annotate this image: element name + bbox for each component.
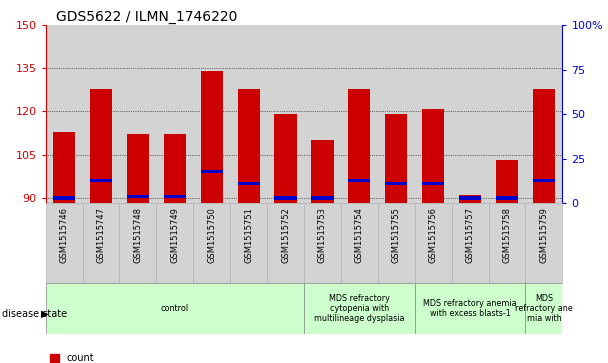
FancyBboxPatch shape (83, 203, 119, 283)
Bar (267, 25, 304, 203)
Bar (459, 195, 481, 203)
Bar (533, 89, 555, 203)
Text: GSM1515754: GSM1515754 (355, 207, 364, 263)
Bar (164, 195, 186, 198)
Bar (311, 140, 334, 203)
Bar (348, 179, 370, 182)
FancyBboxPatch shape (415, 203, 452, 283)
FancyBboxPatch shape (46, 203, 83, 283)
FancyBboxPatch shape (525, 283, 562, 334)
Bar (274, 114, 297, 203)
Text: GSM1515748: GSM1515748 (133, 207, 142, 263)
Bar (230, 25, 267, 203)
FancyBboxPatch shape (378, 203, 415, 283)
Bar (385, 182, 407, 185)
Text: control: control (161, 304, 189, 313)
Text: GSM1515750: GSM1515750 (207, 207, 216, 263)
FancyBboxPatch shape (304, 283, 415, 334)
Bar (525, 25, 562, 203)
Bar (164, 134, 186, 203)
Bar (422, 182, 444, 185)
Bar (127, 195, 149, 198)
FancyBboxPatch shape (156, 203, 193, 283)
Text: MDS
refractory ane
mia with: MDS refractory ane mia with (515, 294, 573, 323)
Bar (238, 182, 260, 185)
Text: GSM1515747: GSM1515747 (97, 207, 105, 263)
Text: MDS refractory
cytopenia with
multilineage dysplasia: MDS refractory cytopenia with multilinea… (314, 294, 404, 323)
Bar (90, 179, 112, 182)
Bar (53, 196, 75, 200)
Bar (496, 196, 518, 200)
Text: GDS5622 / ILMN_1746220: GDS5622 / ILMN_1746220 (56, 11, 237, 24)
Legend: count, percentile rank within the sample: count, percentile rank within the sample (50, 353, 232, 363)
Bar (496, 160, 518, 203)
Bar (127, 134, 149, 203)
Bar (415, 25, 452, 203)
Bar (533, 179, 555, 182)
Bar (459, 196, 481, 200)
Text: GSM1515751: GSM1515751 (244, 207, 253, 263)
Text: ▶: ▶ (41, 309, 49, 319)
Bar (348, 89, 370, 203)
FancyBboxPatch shape (193, 203, 230, 283)
Text: disease state: disease state (2, 309, 67, 319)
FancyBboxPatch shape (415, 283, 525, 334)
Text: GSM1515757: GSM1515757 (466, 207, 475, 263)
Text: GSM1515746: GSM1515746 (60, 207, 69, 263)
Text: GSM1515758: GSM1515758 (503, 207, 511, 263)
FancyBboxPatch shape (341, 203, 378, 283)
Bar (341, 25, 378, 203)
FancyBboxPatch shape (267, 203, 304, 283)
Bar (201, 71, 223, 203)
FancyBboxPatch shape (119, 203, 156, 283)
Bar (452, 25, 489, 203)
Bar (378, 25, 415, 203)
Bar (53, 131, 75, 203)
Bar (46, 25, 83, 203)
FancyBboxPatch shape (230, 203, 267, 283)
Text: GSM1515759: GSM1515759 (539, 207, 548, 263)
FancyBboxPatch shape (489, 203, 525, 283)
Bar (385, 114, 407, 203)
Bar (83, 25, 119, 203)
Bar (274, 196, 297, 200)
Text: MDS refractory anemia
with excess blasts-1: MDS refractory anemia with excess blasts… (423, 299, 517, 318)
Text: GSM1515755: GSM1515755 (392, 207, 401, 263)
FancyBboxPatch shape (304, 203, 341, 283)
Text: GSM1515756: GSM1515756 (429, 207, 438, 263)
Text: GSM1515752: GSM1515752 (281, 207, 290, 263)
FancyBboxPatch shape (46, 283, 304, 334)
Text: GSM1515753: GSM1515753 (318, 207, 327, 263)
Bar (422, 109, 444, 203)
Bar (90, 89, 112, 203)
Bar (193, 25, 230, 203)
FancyBboxPatch shape (525, 203, 562, 283)
Bar (304, 25, 341, 203)
Bar (156, 25, 193, 203)
Bar (119, 25, 156, 203)
Text: GSM1515749: GSM1515749 (170, 207, 179, 263)
Bar (201, 170, 223, 173)
Bar (489, 25, 525, 203)
Bar (311, 196, 334, 200)
FancyBboxPatch shape (452, 203, 489, 283)
Bar (238, 89, 260, 203)
